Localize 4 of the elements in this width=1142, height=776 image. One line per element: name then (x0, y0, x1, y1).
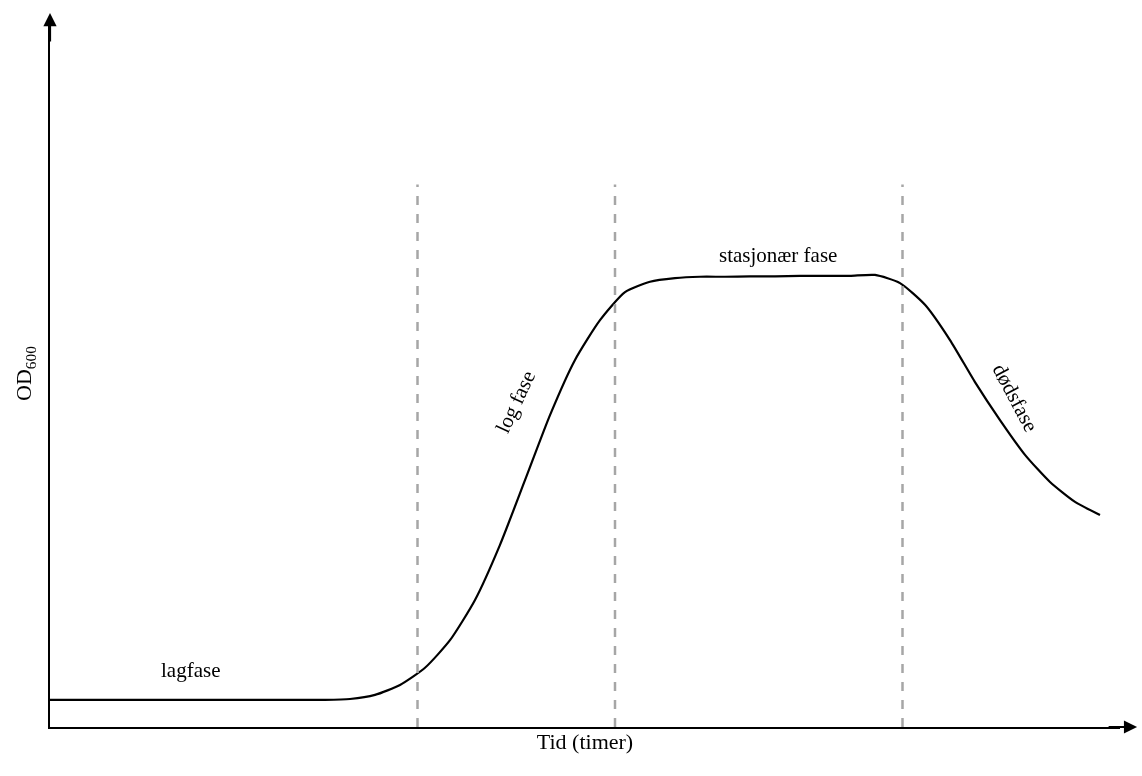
annotation: lagfase (161, 658, 221, 682)
text: stasjonær fase (719, 243, 838, 267)
x-axis-title: Tid (timer) (536, 728, 634, 754)
annotation: log fase (490, 366, 541, 437)
